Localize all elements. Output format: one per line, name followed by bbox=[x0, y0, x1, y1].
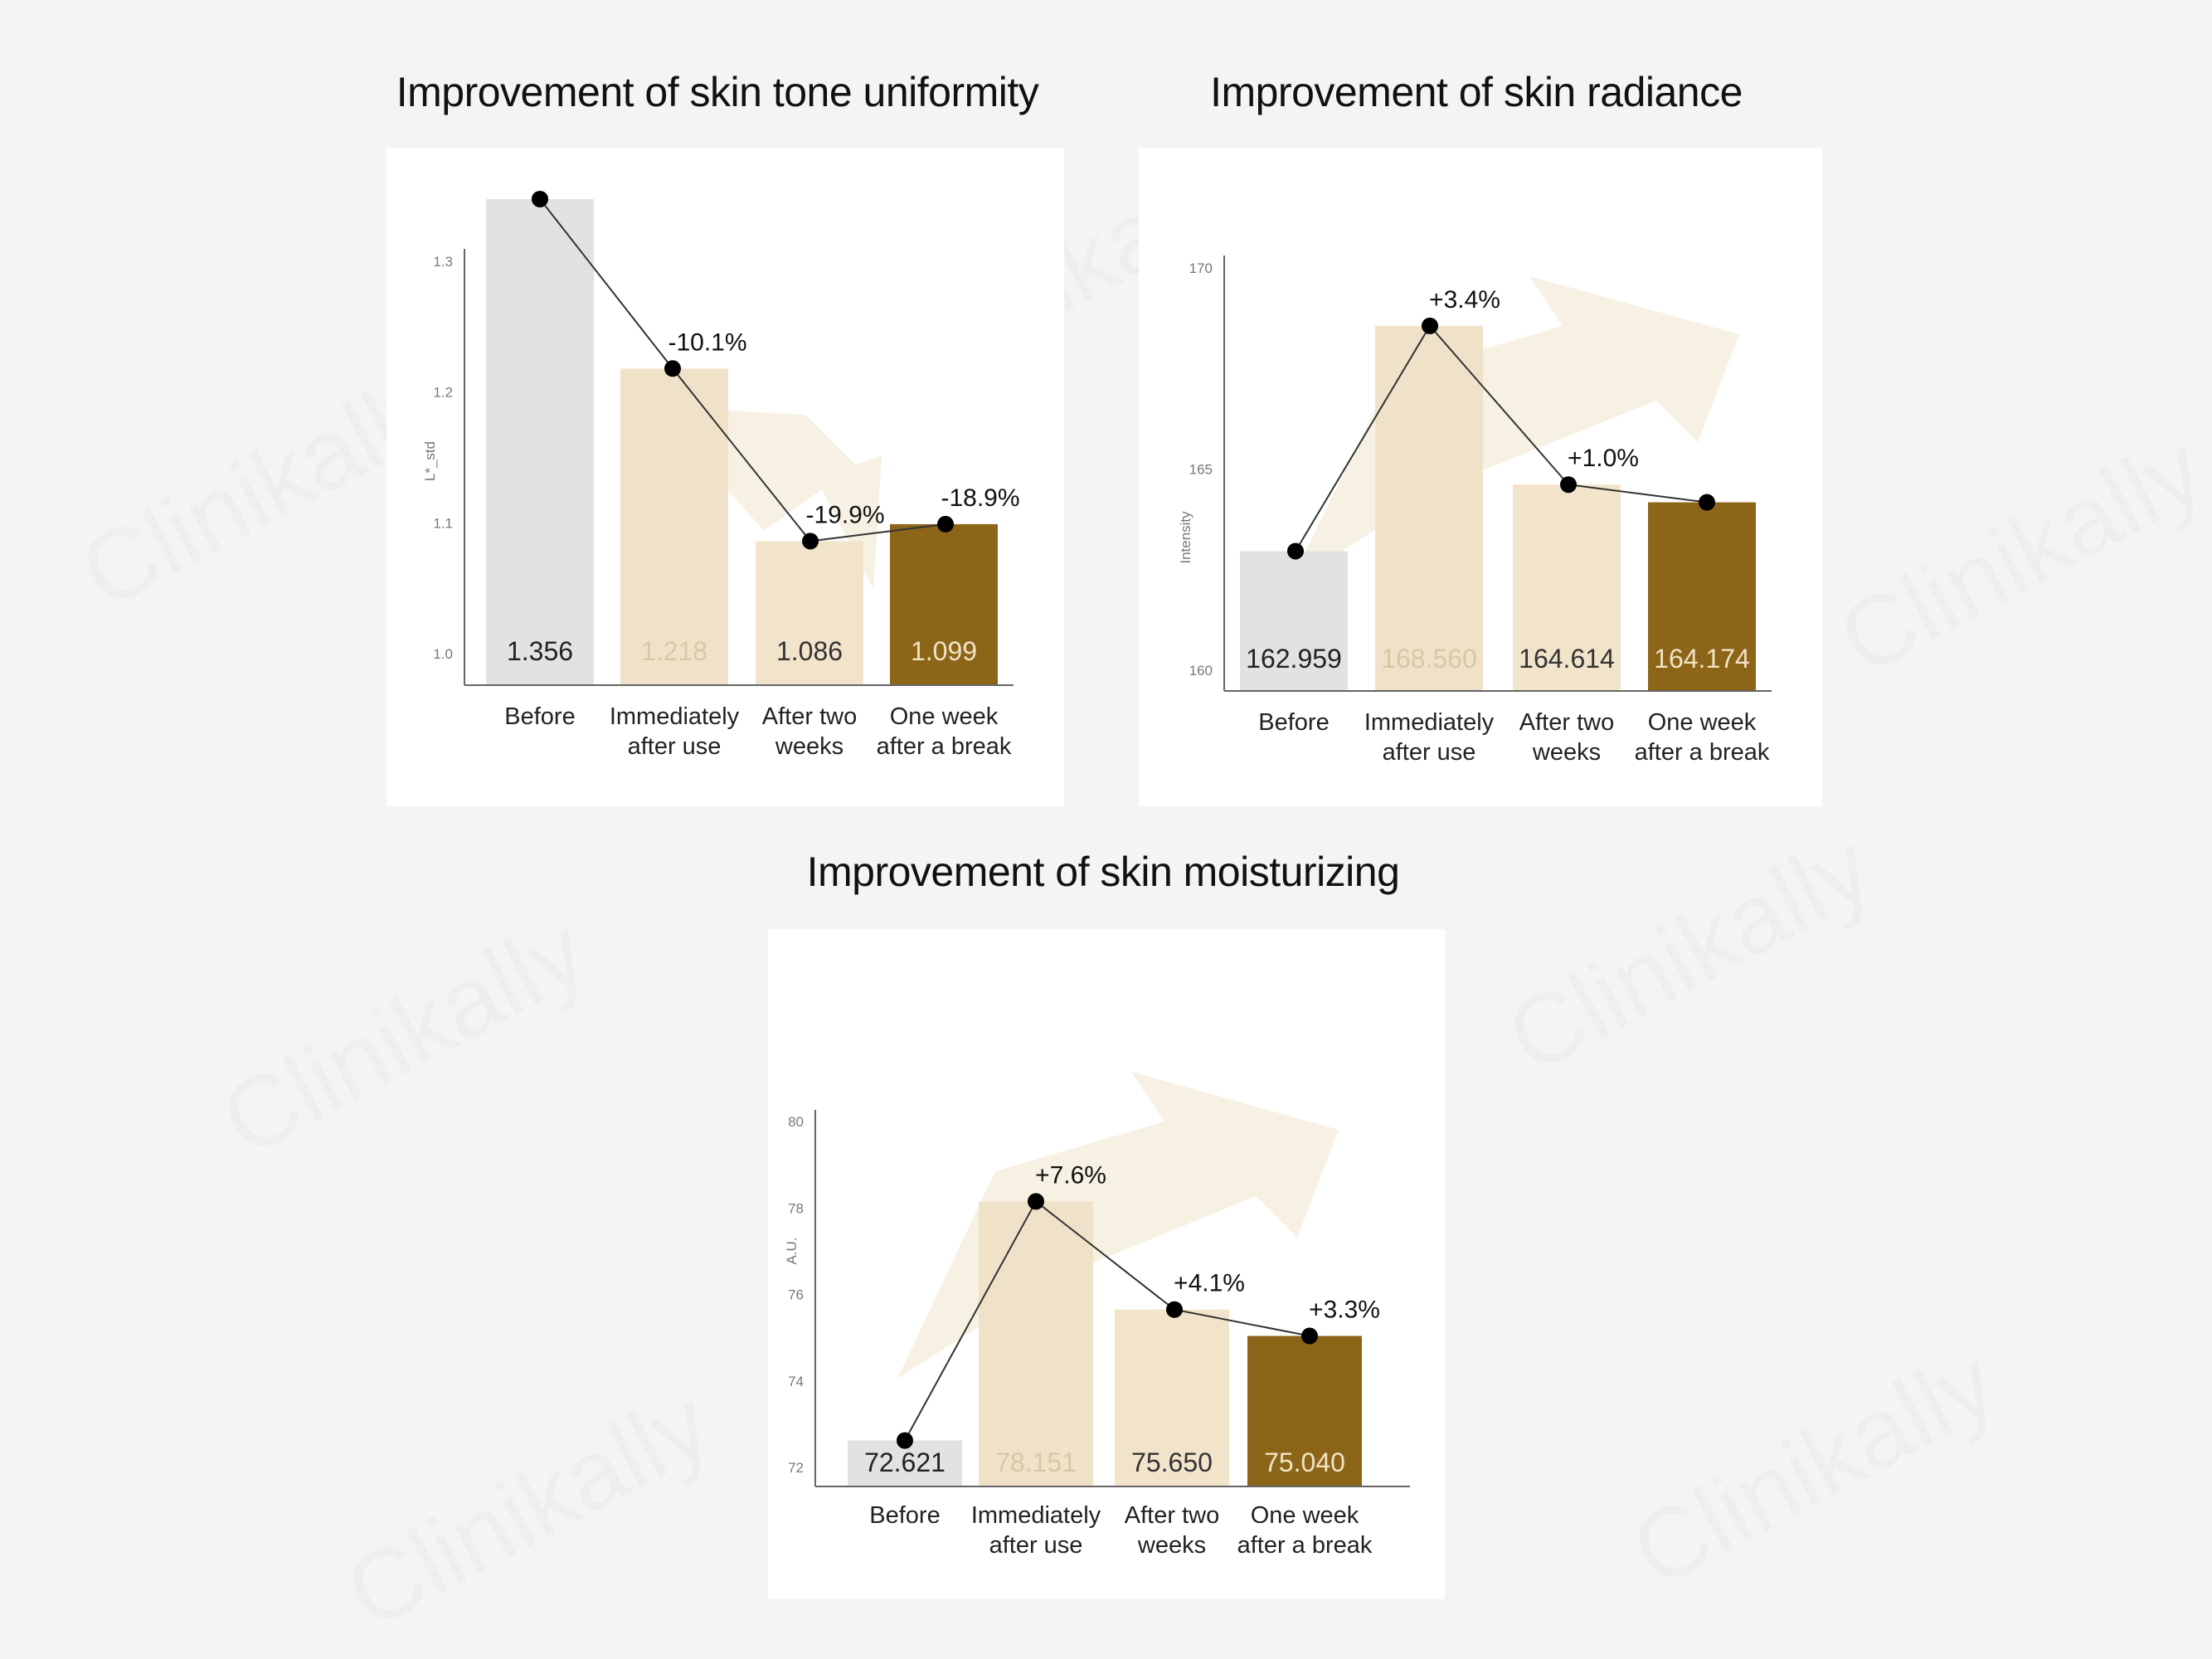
category-label: Immediately bbox=[610, 703, 740, 730]
category-label: after a break bbox=[877, 733, 1012, 760]
value-label: 78.151 bbox=[995, 1447, 1077, 1477]
y-axis-label: L*_std bbox=[422, 441, 438, 481]
y-tick-label: 1.1 bbox=[433, 515, 453, 531]
watermark: Clinikally bbox=[1613, 1325, 2014, 1610]
category-label: after use bbox=[1383, 739, 1476, 766]
data-point-1 bbox=[532, 191, 548, 207]
watermark: Clinikally bbox=[1821, 412, 2212, 698]
watermark: Clinikally bbox=[203, 893, 604, 1179]
data-point-3 bbox=[802, 533, 819, 550]
bar-2 bbox=[620, 368, 728, 685]
value-label: 1.086 bbox=[776, 636, 843, 666]
value-label: 164.614 bbox=[1519, 644, 1615, 674]
bar-2 bbox=[979, 1201, 1093, 1486]
bar-3 bbox=[1115, 1309, 1229, 1486]
bar-4 bbox=[1247, 1335, 1362, 1486]
data-point-1 bbox=[897, 1432, 913, 1449]
chart-panel-radiance: 160 165 170 Intensity +3.4% +1.0% 162.959 168.5… bbox=[1139, 148, 1822, 806]
change-label: +4.1% bbox=[1174, 1270, 1245, 1297]
value-label: 75.040 bbox=[1264, 1447, 1345, 1477]
category-label: After two bbox=[762, 703, 857, 730]
change-label: -10.1% bbox=[668, 328, 746, 356]
y-axis-label: Intensity bbox=[1178, 511, 1194, 564]
y-tick-label: 160 bbox=[1189, 663, 1213, 679]
y-axis-label: A.U. bbox=[784, 1237, 800, 1264]
category-label: Before bbox=[504, 703, 575, 730]
chart-title-radiance: Improvement of skin radiance bbox=[1210, 69, 1743, 115]
category-label: Before bbox=[1258, 709, 1329, 736]
change-label: +7.6% bbox=[1035, 1161, 1106, 1189]
category-label: weeks bbox=[775, 733, 843, 760]
data-point-4 bbox=[1699, 494, 1715, 511]
value-label: 1.356 bbox=[507, 636, 573, 666]
category-label: Before bbox=[869, 1502, 940, 1529]
chart-title-tone: Improvement of skin tone uniformity bbox=[396, 69, 1039, 115]
data-point-2 bbox=[664, 360, 681, 377]
bar-3 bbox=[1513, 484, 1621, 691]
chart-panel-moisture: 72 74 76 78 80 A.U. +7.6% +4.1% +3.3% 72.621 78.15… bbox=[768, 929, 1445, 1599]
category-label: after use bbox=[989, 1532, 1083, 1559]
category-label: Immediately bbox=[971, 1502, 1101, 1529]
data-point-4 bbox=[937, 515, 954, 533]
category-label: after a break bbox=[1635, 739, 1770, 766]
value-label: 164.174 bbox=[1654, 644, 1750, 674]
y-tick-label: 165 bbox=[1189, 462, 1213, 478]
category-label: weeks bbox=[1137, 1532, 1206, 1559]
category-label: after a break bbox=[1237, 1532, 1373, 1559]
data-point-1 bbox=[1287, 542, 1304, 560]
chart-panel-tone: 1.0 1.1 1.2 1.3 L*_std -10.1% -19.9% -18.9% 1.35… bbox=[386, 148, 1064, 806]
category-label: One week bbox=[890, 703, 999, 730]
bar-1 bbox=[486, 199, 594, 685]
y-tick-label: 80 bbox=[788, 1114, 804, 1130]
y-tick-label: 1.0 bbox=[433, 646, 453, 662]
y-tick-label: 78 bbox=[788, 1200, 804, 1216]
data-point-2 bbox=[1422, 317, 1438, 334]
data-point-2 bbox=[1028, 1193, 1044, 1210]
bar-4 bbox=[890, 523, 998, 685]
value-label: 72.621 bbox=[864, 1447, 946, 1477]
category-label: One week bbox=[1251, 1502, 1359, 1529]
change-label: +3.3% bbox=[1309, 1297, 1380, 1324]
bar-2 bbox=[1375, 325, 1483, 691]
chart-moisture: 72 74 76 78 80 A.U. +7.6% +4.1% +3.3% 72.621 78.15… bbox=[784, 1072, 1410, 1559]
trend-line bbox=[539, 198, 946, 542]
bar-3 bbox=[756, 541, 863, 685]
data-point-3 bbox=[1166, 1301, 1183, 1318]
value-label: 162.959 bbox=[1246, 644, 1342, 674]
y-tick-label: 1.2 bbox=[433, 385, 453, 401]
data-point-4 bbox=[1301, 1327, 1318, 1345]
bar-1 bbox=[1240, 551, 1348, 691]
y-tick-label: 170 bbox=[1189, 260, 1213, 276]
trend-line bbox=[1295, 324, 1708, 552]
change-label: -19.9% bbox=[805, 501, 884, 528]
chart-title-moisture: Improvement of skin moisturizing bbox=[806, 849, 1400, 895]
category-label: One week bbox=[1648, 709, 1757, 736]
watermark: Clinikally bbox=[328, 1366, 728, 1652]
y-tick-label: 72 bbox=[788, 1460, 804, 1476]
category-label: Immediately bbox=[1364, 709, 1495, 736]
chart-radiance: 160 165 170 Intensity +3.4% +1.0% 162.959 168.5… bbox=[1178, 255, 1772, 766]
category-label: After two bbox=[1125, 1502, 1219, 1529]
category-label: after use bbox=[628, 733, 722, 760]
y-tick-label: 76 bbox=[788, 1287, 804, 1303]
y-tick-label: 74 bbox=[788, 1374, 804, 1389]
category-label: After two bbox=[1519, 709, 1614, 736]
change-label: +3.4% bbox=[1429, 286, 1500, 314]
chart-tone: 1.0 1.1 1.2 1.3 L*_std -10.1% -19.9% -18.9% 1.35… bbox=[422, 191, 1020, 760]
category-label: weeks bbox=[1532, 739, 1601, 766]
trend-line bbox=[904, 1199, 1310, 1442]
change-label: +1.0% bbox=[1568, 445, 1639, 472]
bar-4 bbox=[1648, 502, 1756, 691]
value-label: 75.650 bbox=[1131, 1447, 1213, 1477]
watermark: Clinikally bbox=[1489, 810, 1889, 1096]
change-label: -18.9% bbox=[941, 484, 1019, 512]
value-label: 1.099 bbox=[911, 636, 977, 666]
y-tick-label: 1.3 bbox=[433, 254, 453, 270]
value-label: 1.218 bbox=[641, 636, 707, 666]
value-label: 168.560 bbox=[1381, 644, 1477, 674]
data-point-3 bbox=[1560, 476, 1577, 494]
